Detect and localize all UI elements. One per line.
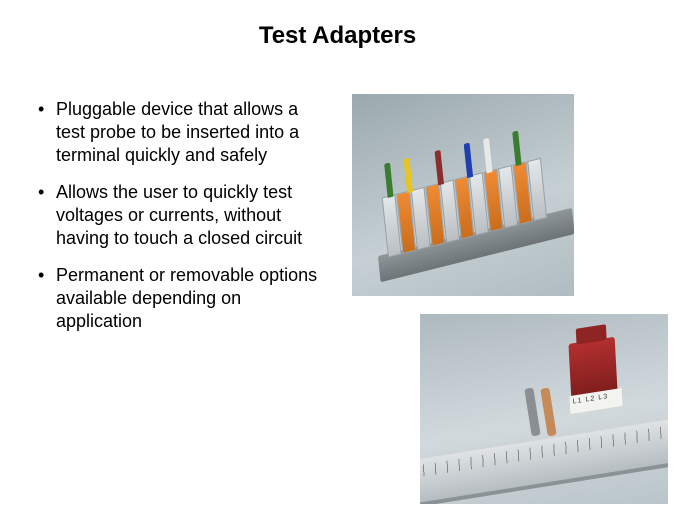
figure-terminal-block-rack <box>352 94 574 296</box>
bullet-item: Allows the user to quickly test voltages… <box>38 181 328 250</box>
figure-test-adapter-plug: L1 L2 L3 <box>420 314 668 504</box>
test-pin <box>540 388 556 437</box>
test-pin <box>524 388 540 437</box>
page-title: Test Adapters <box>0 22 675 50</box>
bullet-item: Pluggable device that allows a test prob… <box>38 98 328 167</box>
bullet-item: Permanent or removable options available… <box>38 264 328 333</box>
bullet-list: Pluggable device that allows a test prob… <box>38 98 328 347</box>
terminal-strip <box>420 410 668 504</box>
